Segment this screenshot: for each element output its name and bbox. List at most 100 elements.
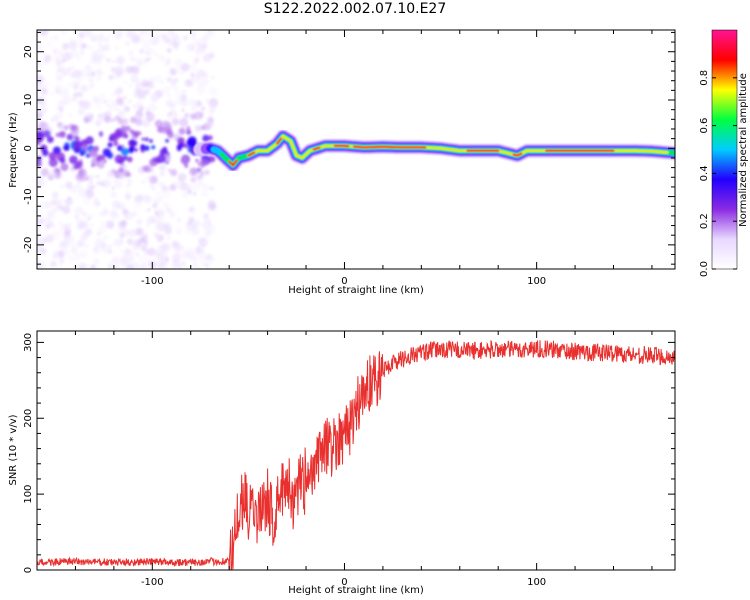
noise-blob [165, 207, 172, 214]
noise-blob [57, 220, 62, 225]
x-tick-label: 0 [341, 577, 347, 588]
noise-blob [111, 59, 115, 64]
noise-blob [149, 175, 158, 184]
noise-blob [45, 223, 51, 230]
noise-blob [81, 43, 87, 49]
noise-blob [185, 145, 189, 149]
noise-blob [88, 70, 96, 77]
x-tick-label: 100 [527, 577, 546, 588]
noise-blob [118, 167, 124, 173]
noise-blob [137, 265, 142, 269]
noise-blob [187, 138, 197, 148]
noise-blob [68, 113, 73, 118]
noise-blob [49, 91, 54, 96]
noise-blob [140, 179, 146, 185]
noise-blob [122, 79, 128, 86]
noise-blob [190, 176, 197, 183]
noise-blob [68, 41, 78, 51]
noise-blob [116, 55, 126, 65]
noise-blob [174, 58, 184, 67]
noise-blob [186, 126, 191, 131]
noise-blob [160, 256, 169, 265]
snr-frame [36, 330, 676, 571]
noise-blob [149, 76, 155, 82]
noise-blob [131, 65, 140, 74]
noise-blob [93, 246, 101, 255]
noise-blob [141, 79, 149, 87]
noise-blob [131, 211, 138, 217]
noise-blob [147, 57, 152, 61]
noise-blob [149, 184, 155, 190]
noise-blob [39, 105, 48, 114]
noise-blob [69, 186, 77, 193]
x-tick-label: -100 [141, 577, 164, 588]
spectrogram-frame [36, 29, 676, 270]
noise-blob [146, 223, 151, 228]
noise-blob [110, 66, 117, 73]
noise-blob [169, 68, 177, 75]
noise-blob [207, 109, 215, 116]
noise-blob [91, 212, 96, 216]
y-tick-label: -10 [23, 188, 34, 204]
noise-blob [188, 98, 196, 106]
noise-blob [160, 171, 165, 177]
noise-blob [203, 255, 210, 261]
noise-blob [208, 102, 217, 111]
noise-blob [127, 30, 137, 38]
noise-blob [144, 145, 150, 151]
noise-blob [156, 222, 166, 232]
noise-blob [159, 164, 166, 172]
noise-blob [141, 38, 151, 48]
ridge-peak [353, 145, 427, 149]
noise-blob [140, 234, 148, 242]
noise-blob [115, 106, 120, 111]
noise-blob [52, 191, 59, 199]
noise-blob [103, 234, 109, 241]
noise-blob [154, 211, 159, 216]
noise-blob [97, 224, 107, 234]
noise-blob [57, 227, 65, 235]
noise-blob [207, 116, 214, 124]
noise-blob [98, 42, 103, 47]
noise-blob [108, 74, 114, 81]
noise-blob [192, 262, 198, 268]
noise-blob [193, 57, 200, 63]
noise-blob [158, 54, 166, 62]
noise-blob [119, 233, 125, 239]
noise-blob [114, 180, 123, 189]
noise-blob [37, 74, 45, 84]
noise-blob [67, 255, 76, 264]
noise-blob [92, 82, 96, 86]
noise-blob [187, 221, 192, 226]
y-tick-label: 100 [23, 485, 34, 504]
noise-blob [143, 195, 153, 204]
noise-blob [210, 75, 215, 80]
noise-blob [204, 169, 210, 176]
noise-blob [161, 86, 170, 95]
noise-blob [123, 108, 129, 113]
noise-blob [128, 229, 137, 237]
noise-blob [173, 78, 179, 83]
noise-blob [79, 220, 89, 229]
noise-blob [144, 137, 149, 142]
noise-blob [48, 158, 58, 167]
noise-blob [108, 249, 113, 254]
noise-blob [189, 82, 194, 87]
noise-blob [127, 147, 134, 154]
spectrogram-ridge [193, 129, 675, 173]
noise-blob [121, 144, 125, 148]
noise-blob [107, 262, 114, 269]
y-tick-label: 0 [23, 145, 34, 151]
noise-blob [89, 46, 94, 50]
noise-blob [52, 48, 60, 55]
noise-blob [93, 258, 100, 265]
noise-blob [114, 45, 119, 50]
noise-blob [50, 230, 60, 241]
noise-blob [39, 30, 49, 37]
noise-blob [134, 262, 140, 267]
noise-blob [123, 211, 133, 221]
noise-blob [78, 207, 84, 212]
noise-blob [156, 93, 162, 99]
noise-blob [91, 264, 96, 269]
